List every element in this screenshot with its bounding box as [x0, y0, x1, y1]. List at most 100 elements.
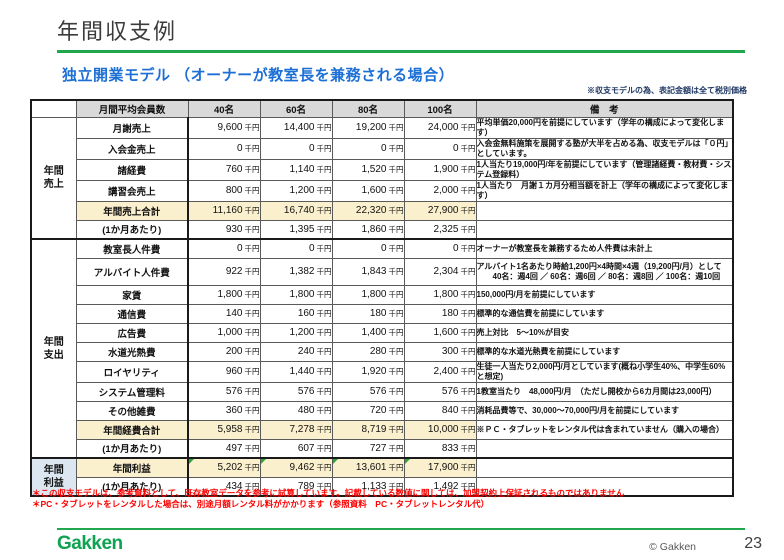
title-rule [57, 50, 745, 53]
row-remark [475, 200, 734, 221]
value-number: 22,320 [355, 205, 387, 216]
value-number: 0 [308, 243, 315, 255]
header-corner-cell [30, 99, 77, 118]
value-cell: 27,900 千円 [403, 200, 477, 221]
row-remark: 標準的な水道光熱費を前提にしています [475, 341, 734, 362]
value-number: 1,800 [361, 289, 387, 300]
table-row: 年間 利益 年間利益 5,202 千円 9,462 千円 13,601 千円 17,900 千円 [30, 457, 734, 497]
value-cell: 1,395 千円 [259, 219, 333, 240]
value-unit: 千円 [388, 347, 404, 356]
row-remark [475, 219, 734, 240]
value-cell: 10,000 千円 [403, 419, 477, 440]
value-unit: 千円 [460, 224, 476, 234]
value-cell: 434 千円 [187, 476, 261, 497]
value-unit: 千円 [388, 328, 404, 337]
table-row: 年間 売上 月謝売上 9,600 千円 14,400 千円 19,200 千円 24,000 千円… [30, 116, 734, 240]
value-number: 840 [441, 405, 459, 416]
value-cell: 24,000 千円 [403, 116, 477, 139]
value-number: 2,325 [433, 223, 459, 235]
value-cell: 922 千円 [187, 257, 261, 286]
value-cell: 1,800 千円 [403, 284, 477, 305]
table-row: その他雑費 360 千円 480 千円 720 千円 840 千円 消耗品費等で、30,000～7… [31, 400, 734, 421]
value-unit: 千円 [316, 206, 332, 215]
value-unit: 千円 [244, 290, 260, 299]
value-unit: 千円 [244, 165, 260, 174]
value-cell: 0 千円 [187, 137, 261, 160]
value-number: 360 [225, 405, 243, 416]
header-col-60: 60名 [259, 99, 333, 118]
value-unit: 千円 [460, 387, 476, 396]
value-unit: 千円 [316, 165, 332, 174]
value-unit: 千円 [388, 463, 404, 473]
value-number: 1,440 [289, 366, 315, 377]
row-label: システム管理料 [75, 381, 189, 402]
value-number: 833 [441, 442, 459, 454]
table-row: (1か月あたり) 434 千円 789 千円 1,133 千円 1,492 千円 [31, 476, 734, 497]
value-cell: 19,200 千円 [331, 116, 405, 139]
value-cell: 5,202 千円 [187, 457, 261, 478]
value-cell: 576 千円 [187, 381, 261, 402]
value-cell: 1,843 千円 [331, 257, 405, 286]
value-cell: 0 千円 [331, 238, 405, 259]
value-unit: 千円 [460, 309, 476, 318]
value-unit: 千円 [316, 123, 332, 132]
row-remark: 150,000円/月を前提にしています [475, 284, 734, 305]
value-unit: 千円 [244, 267, 260, 276]
value-number: 922 [225, 266, 243, 277]
value-unit: 千円 [388, 144, 404, 153]
value-unit: 千円 [316, 425, 332, 434]
value-unit: 千円 [244, 144, 260, 153]
value-number: 1,492 [433, 480, 459, 492]
value-unit: 千円 [316, 244, 332, 254]
value-unit: 千円 [244, 481, 260, 491]
table-row: 家賃 1,800 千円 1,800 千円 1,800 千円 1,800 千円 150,000円/月… [31, 284, 734, 305]
value-cell: 1,440 千円 [259, 360, 333, 383]
value-unit: 千円 [388, 244, 404, 254]
value-unit: 千円 [244, 328, 260, 337]
row-remark: 生徒一人当たり2,000円/月としています(概ね小学生40%、中学生60%と想定… [475, 360, 734, 383]
value-cell: 480 千円 [259, 400, 333, 421]
header-member-count: 月間平均会員数 [75, 99, 189, 118]
value-cell: 280 千円 [331, 341, 405, 362]
footnotes: ＊この収支モデルは、参考資料として、既存教室データを参考に試算しています。記載し… [32, 488, 762, 510]
value-unit: 千円 [244, 463, 260, 473]
value-number: 1,200 [289, 327, 315, 338]
value-cell: 0 千円 [259, 137, 333, 160]
value-cell: 930 千円 [187, 219, 261, 240]
row-remark [475, 438, 734, 459]
value-cell: 13,601 千円 [331, 457, 405, 478]
table-row: 諸経費 760 千円 1,140 千円 1,520 千円 1,900 千円 1人当たり19,000… [31, 158, 734, 181]
value-cell: 1,800 千円 [331, 284, 405, 305]
value-number: 11,160 [212, 205, 243, 216]
value-number: 9,462 [289, 462, 315, 474]
value-unit: 千円 [388, 186, 404, 195]
value-cell: 1,800 千円 [259, 284, 333, 305]
gakken-logo: Gakken [57, 533, 123, 554]
row-remark: オーナーが教室長を兼務するため人件費は未計上 [475, 238, 734, 259]
value-cell: 22,320 千円 [331, 200, 405, 221]
value-unit: 千円 [316, 481, 332, 491]
value-unit: 千円 [388, 267, 404, 276]
value-number: 930 [225, 223, 243, 235]
value-number: 180 [441, 308, 459, 319]
value-unit: 千円 [244, 186, 260, 195]
value-number: 9,600 [217, 122, 243, 133]
value-cell: 960 千円 [187, 360, 261, 383]
value-number: 1,800 [433, 289, 459, 300]
value-number: 0 [452, 143, 459, 154]
row-remark: アルバイト1名あたり時給1,200円×4時間×4週（19,200円/月）として … [475, 257, 734, 286]
value-number: 576 [225, 386, 243, 397]
table-row: (1か月あたり) 497 千円 607 千円 727 千円 833 千円 [31, 438, 734, 459]
value-cell: 9,600 千円 [187, 116, 261, 139]
value-cell: 607 千円 [259, 438, 333, 459]
value-number: 1,200 [289, 185, 315, 196]
value-number: 160 [297, 308, 315, 319]
value-cell: 0 千円 [331, 137, 405, 160]
value-unit: 千円 [244, 387, 260, 396]
value-unit: 千円 [316, 443, 332, 453]
value-cell: 1,140 千円 [259, 158, 333, 181]
value-unit: 千円 [388, 165, 404, 174]
value-number: 789 [297, 480, 315, 492]
value-cell: 8,719 千円 [331, 419, 405, 440]
value-number: 0 [380, 143, 387, 154]
